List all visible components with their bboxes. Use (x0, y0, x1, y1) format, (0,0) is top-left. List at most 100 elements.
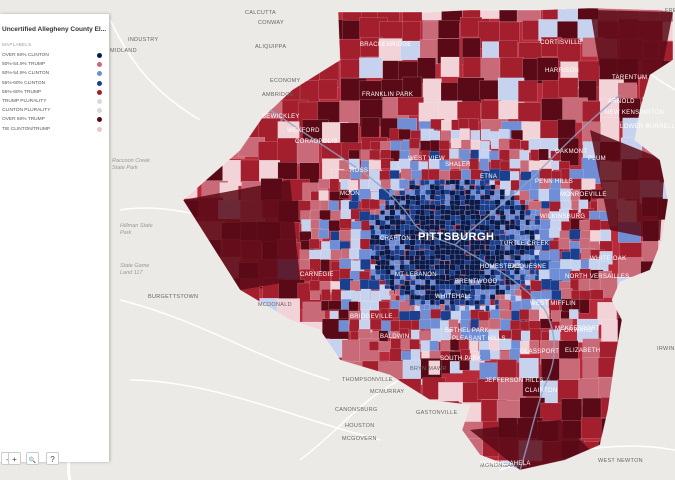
precinct[interactable] (521, 121, 542, 142)
precinct[interactable] (439, 179, 445, 185)
legend-item[interactable]: 50%-54.9% CLINTON (2, 70, 102, 79)
precinct[interactable] (509, 209, 516, 216)
precinct[interactable] (329, 178, 340, 193)
precinct[interactable] (448, 319, 459, 330)
precinct[interactable] (460, 349, 471, 360)
precinct[interactable] (529, 339, 539, 355)
precinct[interactable] (424, 199, 430, 206)
precinct[interactable] (328, 220, 341, 232)
precinct[interactable] (400, 168, 412, 181)
precinct[interactable] (429, 340, 439, 352)
precinct[interactable] (514, 289, 521, 296)
precinct-cluster[interactable] (470, 420, 600, 470)
precinct[interactable] (398, 129, 411, 140)
precinct[interactable] (489, 219, 495, 225)
precinct[interactable] (429, 259, 435, 266)
precinct[interactable] (524, 275, 530, 281)
precinct[interactable] (480, 57, 502, 81)
precinct[interactable] (318, 79, 338, 100)
precinct[interactable] (384, 210, 391, 217)
precinct[interactable] (569, 309, 579, 320)
precinct[interactable] (434, 259, 440, 265)
legend-item[interactable]: 55%-60% TRUMP (2, 89, 102, 98)
precinct[interactable] (440, 249, 447, 255)
precinct[interactable] (389, 219, 397, 225)
precinct[interactable] (589, 219, 601, 233)
precinct[interactable] (499, 21, 520, 44)
precinct[interactable] (430, 328, 442, 342)
precinct[interactable] (499, 254, 505, 260)
precinct[interactable] (450, 220, 456, 226)
precinct[interactable] (559, 358, 580, 381)
precinct[interactable] (514, 204, 522, 211)
precinct[interactable] (380, 179, 392, 191)
precinct[interactable] (459, 249, 465, 255)
precinct[interactable] (558, 77, 579, 98)
precinct[interactable] (474, 214, 481, 221)
legend-item[interactable]: CLINTON PLURALITY (2, 107, 102, 116)
legend-item[interactable]: TIE CLINTON/TRUMP (2, 126, 102, 135)
precinct[interactable] (404, 244, 411, 250)
precinct[interactable] (464, 240, 470, 246)
precinct[interactable] (480, 129, 491, 141)
precinct[interactable] (240, 159, 260, 183)
precinct[interactable] (500, 274, 505, 280)
precinct[interactable] (374, 274, 380, 280)
precinct[interactable] (470, 179, 476, 185)
precinct[interactable] (509, 214, 515, 220)
precinct[interactable] (499, 289, 506, 295)
precinct[interactable] (309, 238, 320, 249)
precinct[interactable] (339, 268, 351, 280)
legend-item[interactable]: TRUMP PLURALITY (2, 98, 102, 107)
precinct[interactable] (414, 219, 420, 225)
precinct[interactable] (384, 249, 392, 255)
precinct[interactable] (538, 148, 549, 161)
precinct[interactable] (569, 229, 582, 240)
precinct[interactable] (394, 284, 400, 291)
precinct[interactable] (449, 200, 455, 206)
precinct[interactable] (444, 304, 450, 311)
precinct[interactable] (380, 149, 392, 160)
precinct[interactable] (558, 238, 570, 250)
precinct[interactable] (338, 309, 349, 320)
precinct[interactable] (399, 295, 406, 301)
precinct[interactable] (394, 229, 402, 235)
precinct[interactable] (479, 199, 486, 205)
precinct[interactable] (454, 205, 461, 211)
precinct[interactable] (541, 331, 551, 342)
precinct[interactable] (498, 299, 510, 311)
precinct[interactable] (589, 289, 604, 300)
precinct[interactable] (390, 294, 397, 301)
precinct[interactable] (389, 170, 400, 180)
precinct-cluster[interactable] (590, 130, 665, 240)
precinct[interactable] (498, 100, 519, 120)
precinct[interactable] (445, 194, 450, 200)
precinct[interactable] (339, 100, 361, 124)
precinct[interactable] (460, 310, 473, 321)
precinct[interactable] (330, 210, 341, 221)
precinct[interactable] (490, 349, 500, 360)
precinct[interactable] (399, 279, 405, 285)
precinct[interactable] (438, 382, 467, 403)
precinct[interactable] (484, 289, 491, 295)
precinct[interactable] (439, 264, 446, 270)
precinct[interactable] (464, 264, 470, 271)
precinct[interactable] (389, 348, 402, 362)
precinct[interactable] (438, 20, 460, 39)
precinct[interactable] (489, 190, 495, 196)
legend-item[interactable]: 50%-54.9% TRUMP (2, 61, 102, 70)
precinct[interactable] (414, 179, 420, 186)
precinct[interactable] (499, 229, 505, 235)
precinct[interactable] (420, 279, 426, 285)
search-button[interactable]: 🔍 (26, 452, 39, 465)
precinct[interactable] (459, 214, 466, 221)
precinct[interactable] (339, 218, 352, 229)
precinct[interactable] (410, 170, 424, 180)
precinct[interactable] (410, 280, 416, 286)
precinct[interactable] (510, 129, 523, 141)
precinct[interactable] (339, 189, 350, 199)
precinct[interactable] (469, 185, 475, 191)
precinct[interactable] (429, 204, 436, 210)
precinct[interactable] (299, 249, 311, 261)
legend-item[interactable]: OVER 60% CLINTON (2, 52, 102, 61)
